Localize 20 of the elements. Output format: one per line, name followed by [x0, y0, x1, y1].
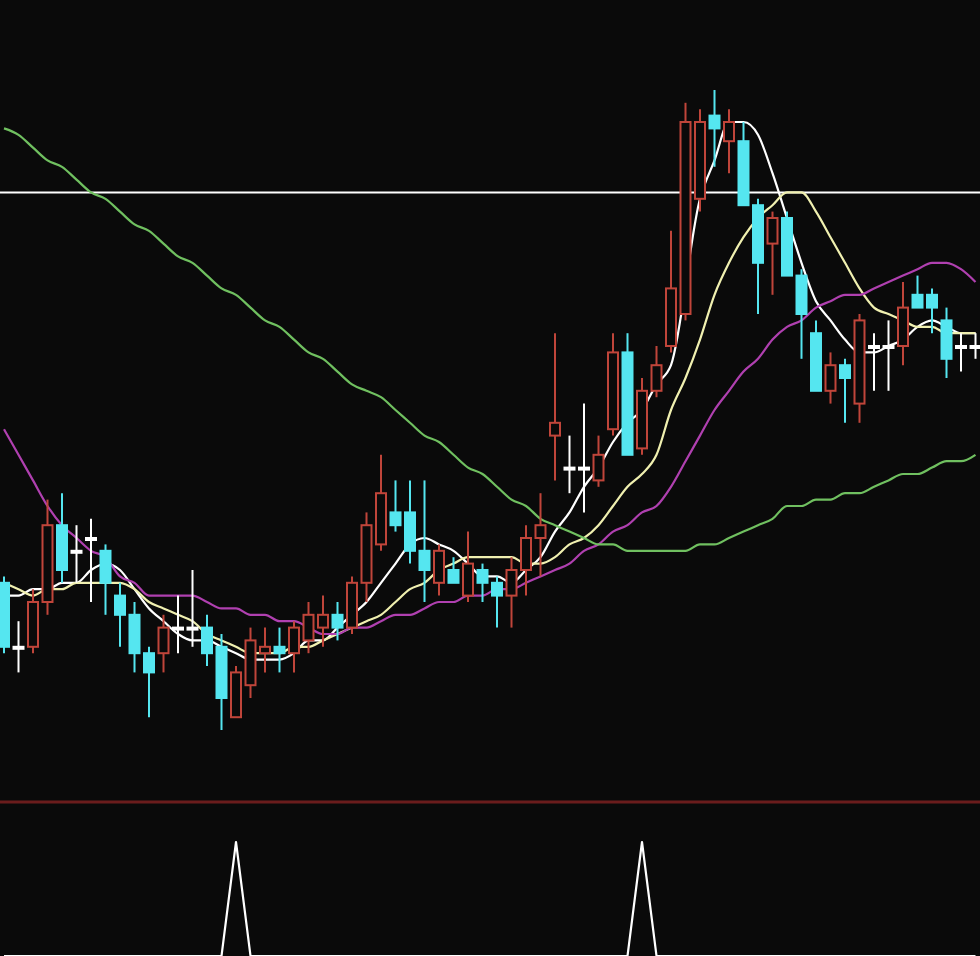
candlestick — [70, 524, 83, 584]
candlestick — [433, 543, 445, 597]
candlestick — [85, 517, 97, 603]
candlestick — [12, 620, 25, 674]
candlestick — [56, 492, 68, 584]
candlestick — [723, 108, 735, 175]
candlestick — [592, 434, 605, 488]
candlestick — [824, 351, 837, 405]
candlestick — [766, 210, 779, 296]
candlestick — [897, 281, 909, 367]
candlestick — [940, 306, 953, 379]
candlestick — [331, 601, 344, 642]
candlestick — [99, 543, 112, 616]
candlestick — [447, 556, 460, 584]
candlestick — [273, 626, 286, 674]
candlestick — [549, 332, 561, 482]
candlestick — [157, 613, 170, 674]
candlestick — [462, 530, 474, 603]
candlestick — [839, 357, 851, 424]
candlestick — [708, 89, 721, 168]
